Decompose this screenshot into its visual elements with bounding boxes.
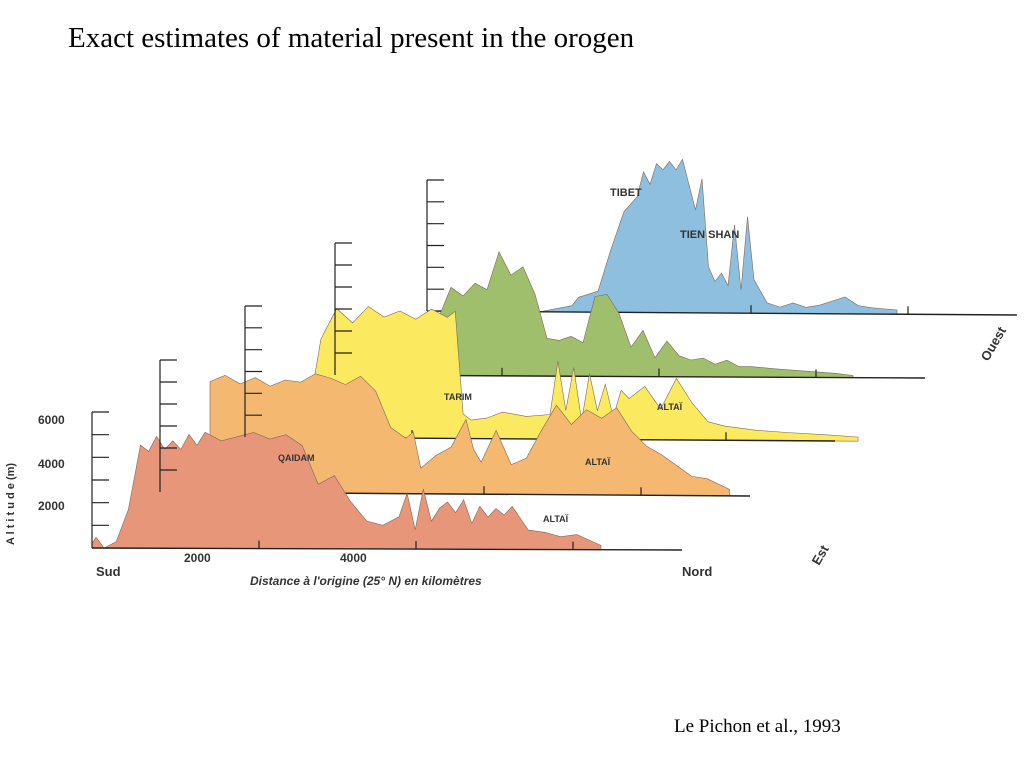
y-tick-label-4000: 4000 [38, 457, 65, 471]
region-label-altai-3: ALTAÏ [657, 402, 683, 412]
y-tick-label-6000: 6000 [38, 413, 65, 427]
depth-label-back: Ouest [978, 324, 1010, 364]
profile-layers [91, 158, 1018, 551]
x-tick-label-4000: 4000 [340, 551, 367, 565]
baseline-0 [91, 547, 683, 551]
region-label-altai-1: ALTAÏ [543, 514, 569, 524]
profile-area-3 [414, 251, 854, 378]
region-label-tarim: TARIM [444, 392, 472, 402]
region-label-qaidam: QAIDAM [278, 453, 315, 463]
profile-area-0 [91, 431, 602, 551]
citation: Le Pichon et al., 1993 [674, 716, 841, 737]
axes-layer [91, 179, 444, 548]
depth-label-front: Est [809, 542, 832, 568]
region-label-tibet: TIBET [610, 187, 642, 199]
x-start-label: Sud [96, 564, 121, 579]
x-tick-label-2000: 2000 [184, 551, 211, 565]
profile-area-1 [209, 373, 730, 497]
profile-area-4 [506, 158, 898, 315]
x-end-label: Nord [682, 564, 712, 579]
y-tick-label-2000: 2000 [38, 499, 65, 513]
y-axis-title: A l t i t u d e (m) [5, 463, 17, 545]
region-label-altai-2: ALTAÏ [585, 457, 611, 467]
slide-title: Exact estimates of material present in t… [68, 22, 635, 54]
x-axis-title: Distance à l'origine (25° N) en kilomètr… [250, 574, 482, 588]
region-label-tien-shan: TIEN SHAN [680, 229, 739, 241]
